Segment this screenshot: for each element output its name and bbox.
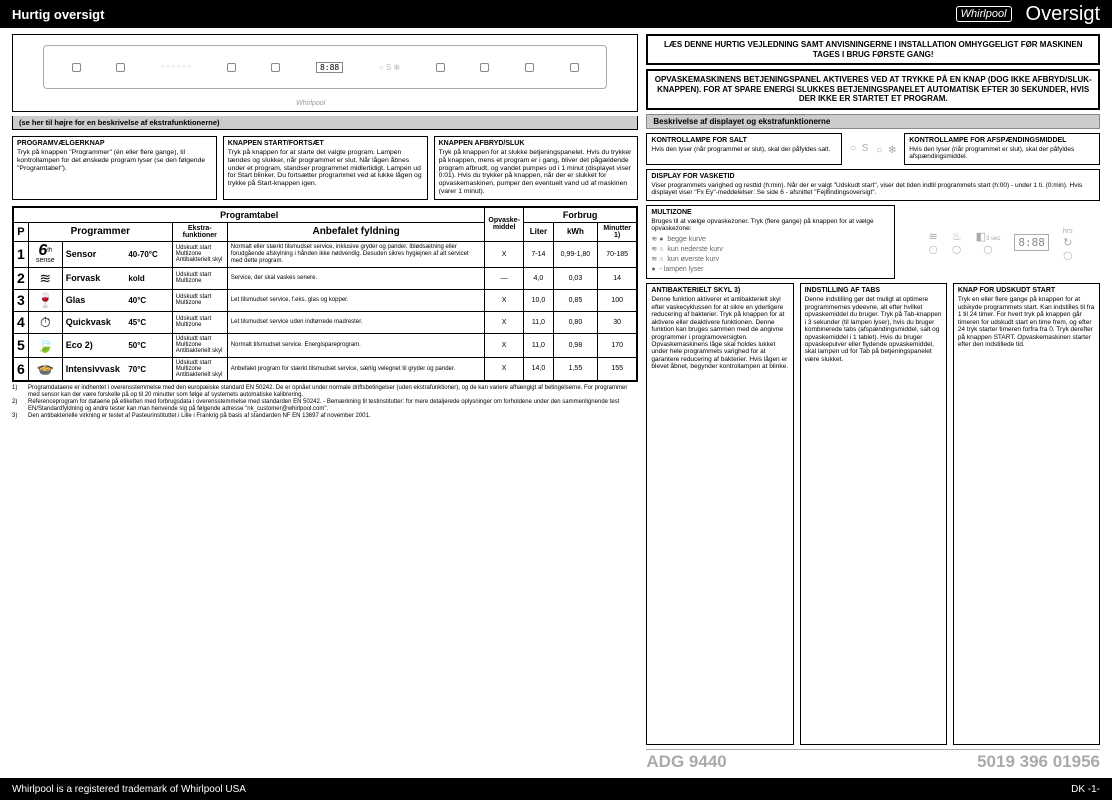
mz-opt-both: ≋ ● begge kurve [651,235,890,245]
table-row: 2≋Forvask koldUdskudt startMultizoneServ… [13,267,637,289]
th-programmer: Programmer [28,222,172,241]
box-tabs-setting: INDSTILLING AF TABSDenne indstilling gør… [800,283,947,745]
footer-page: DK -1- [1071,784,1100,795]
th-p: P [13,222,28,241]
box-antibacterial: ANTIBAKTERIELT SKYL 3)Denne funktion akt… [646,283,793,745]
time-display: 8:88 [1014,234,1049,251]
th-opvaskemiddel: Opvaske- middel [485,207,524,242]
manual-page: Hurtig oversigt Whirlpool Oversigt ○ ○ ○… [0,0,1112,800]
box-display-washtime: DISPLAY FOR VASKETIDViser programmets va… [646,169,1100,201]
lamp-icons: ○ S ○ ✻ [848,133,898,165]
section-display-extras: Beskrivelse af displayet og ekstrafunkti… [646,114,1100,129]
program-table: Programtabel Opvaske- middel Forbrug P P… [12,206,638,382]
table-row: 5🍃Eco 2) 50°CUdskudt startMultizoneAntib… [13,333,637,357]
brand-small: Whirlpool [296,100,325,107]
table-row: 6🍲Intensivvask 70°CUdskudt startMultizon… [13,357,637,381]
th-ekstra: Ekstra- funktioner [172,222,227,241]
th-kwh: kWh [553,222,597,241]
control-panel-illustration: ○ ○ ○ ○ ○ ○ 8:88 ○ S ✻ Whirlpool [12,34,638,112]
model-row: ADG 9440 5019 396 01956 [646,749,1100,774]
footnotes: 1)Programdataene er indhentet i overenss… [12,385,638,419]
header-right: Oversigt [1026,3,1100,26]
table-row: 4⏱Quickvask 45°CUdskudt startMultizoneLe… [13,311,637,333]
box-multizone: MULTIZONEBruges til at vælge opvaskezone… [646,205,895,279]
mz-opt-upper: ≋ ○ kun øverste kurv [651,255,890,265]
th-programtabel: Programtabel [13,207,485,223]
panel-display: 8:88 [316,62,343,73]
model-number: ADG 9440 [646,752,726,772]
th-forbrug: Forbrug [523,207,637,223]
footer-trademark: Whirlpool is a registered trademark of W… [12,784,246,795]
desc-cancel-button: KNAPPEN AFBRYD/SLUKTryk på knappen for a… [434,136,639,200]
footer-bar: Whirlpool is a registered trademark of W… [0,778,1112,800]
mz-opt-lamp: ● - lampen lyser [651,265,890,275]
brand-logo: Whirlpool [956,6,1012,22]
header-left: Hurtig oversigt [12,7,104,22]
box-salt-lamp: KONTROLLAMPE FOR SALTHvis den lyser (når… [646,133,842,165]
th-anbefalet: Anbefalet fyldning [227,222,485,241]
button-icon-strip: ≋◯ ♨◯ ◧3 sec◯ 8:88 hrs↻◯ [901,205,1100,279]
desc-program-button: PROGRAMVÆLGERKNAPTryk på knappen "Progra… [12,136,217,200]
th-liter: Liter [523,222,553,241]
notice-panel-activate: OPVASKEMASKINENS BETJENINGSPANEL AKTIVER… [646,69,1100,110]
extras-note: (se her til højre for en beskrivelse af … [12,116,638,130]
header-bar: Hurtig oversigt Whirlpool Oversigt [0,0,1112,28]
box-rinse-lamp: KONTROLLAMPE FOR AFSPÆNDINGSMIDDELHvis d… [904,133,1100,165]
notice-read-first: LÆS DENNE HURTIG VEJLEDNING SAMT ANVISNI… [646,34,1100,65]
left-column: ○ ○ ○ ○ ○ ○ 8:88 ○ S ✻ Whirlpool (se her… [12,34,638,774]
mz-opt-lower: ≋ ○ kun nederste kurv [651,245,890,255]
table-row: 16thsenseSensor 40-70°CUdskudt startMult… [13,241,637,267]
th-minutter: Minutter 1) [597,222,637,241]
desc-start-button: KNAPPEN START/FORTSÆTTryk på knappen for… [223,136,428,200]
right-column: LÆS DENNE HURTIG VEJLEDNING SAMT ANVISNI… [646,34,1100,774]
table-row: 3🍷Glas 40°CUdskudt startMultizoneLet til… [13,289,637,311]
part-number: 5019 396 01956 [977,752,1100,772]
box-delay-start: KNAP FOR UDSKUDT STARTTryk en eller fler… [953,283,1100,745]
